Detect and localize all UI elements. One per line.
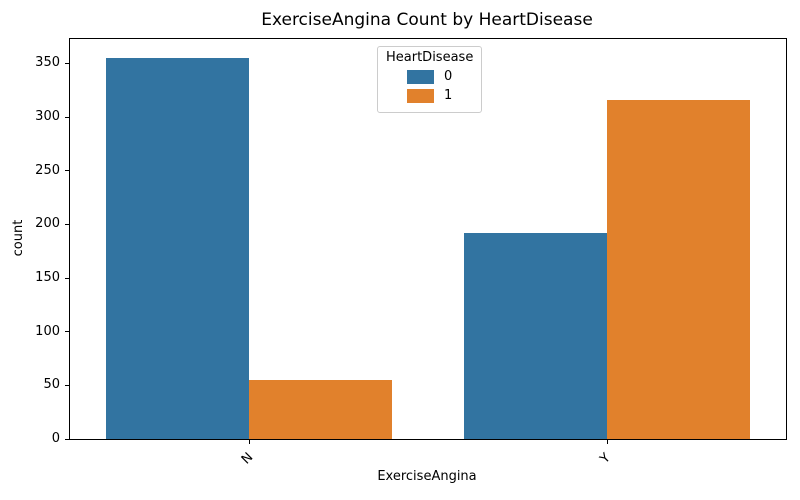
y-tick-label: 350 bbox=[35, 55, 60, 71]
y-tick-label: 150 bbox=[35, 270, 60, 286]
y-tick-mark bbox=[65, 62, 69, 64]
legend-entry-0: 0 bbox=[386, 69, 473, 84]
y-tick-label: 200 bbox=[35, 216, 60, 232]
bar-Y-1 bbox=[607, 99, 751, 439]
y-tick-mark bbox=[65, 223, 69, 225]
legend-swatch-icon bbox=[407, 88, 435, 103]
legend-entry-label: 1 bbox=[444, 88, 453, 103]
y-tick-mark bbox=[65, 438, 69, 440]
y-tick-mark bbox=[65, 384, 69, 386]
y-tick-mark bbox=[65, 116, 69, 118]
legend-title: HeartDisease bbox=[386, 50, 474, 65]
bar-Y-0 bbox=[463, 232, 607, 439]
legend-swatch-icon bbox=[407, 69, 435, 84]
x-tick-mark bbox=[606, 440, 608, 444]
y-tick-mark bbox=[65, 331, 69, 333]
legend-entry-1: 1 bbox=[386, 88, 473, 103]
y-tick-label: 50 bbox=[43, 377, 60, 393]
chart-title: ExerciseAngina Count by HeartDisease bbox=[261, 10, 593, 30]
y-tick-mark bbox=[65, 277, 69, 279]
y-tick-mark bbox=[65, 170, 69, 172]
legend-entry-label: 0 bbox=[444, 69, 453, 84]
x-tick-mark bbox=[248, 440, 250, 444]
y-tick-label: 0 bbox=[51, 431, 60, 446]
x-axis-label: ExerciseAngina bbox=[377, 469, 477, 484]
legend: HeartDisease 0 1 bbox=[377, 46, 483, 113]
bar-N-0 bbox=[105, 58, 249, 439]
y-tick-label: 300 bbox=[35, 109, 60, 125]
y-tick-label: 250 bbox=[35, 162, 60, 178]
bar-N-1 bbox=[249, 379, 393, 439]
y-tick-label: 100 bbox=[35, 323, 60, 339]
